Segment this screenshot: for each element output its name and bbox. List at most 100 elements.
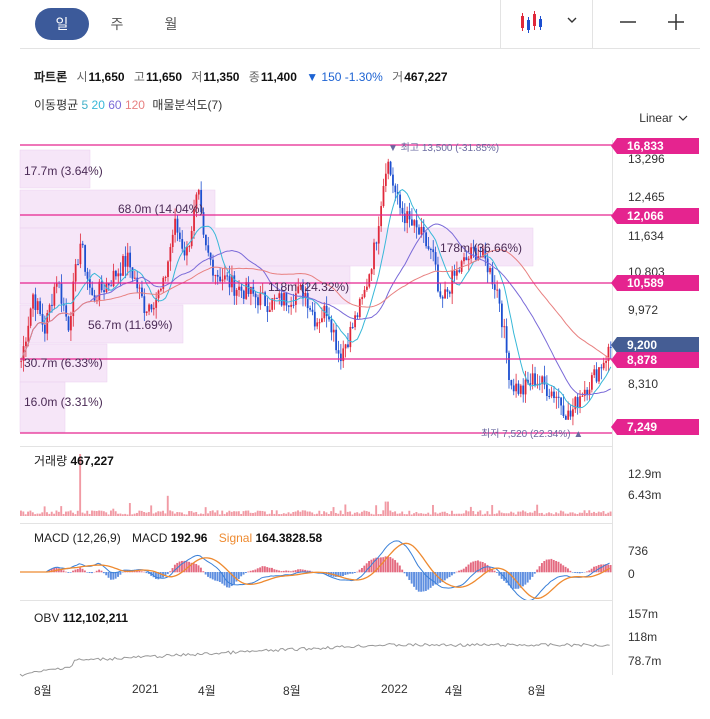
candle-body (600, 367, 603, 369)
candle-body (159, 288, 162, 291)
y-tick: 157m (628, 607, 659, 621)
macd-histogram-bar (384, 556, 387, 573)
macd-histogram-bar (237, 572, 240, 580)
y-tick: 12,465 (628, 190, 665, 204)
candle-body (27, 325, 30, 342)
tab-week[interactable]: 주 (110, 16, 124, 32)
candle-body (117, 273, 120, 277)
candle-body (463, 257, 465, 262)
macd-histogram-bar (107, 572, 110, 578)
volume-bar (100, 510, 103, 516)
macd-histogram-bar (540, 563, 543, 573)
volume-bar (462, 513, 465, 516)
candle-body (375, 242, 378, 244)
macd-histogram-bar (420, 572, 423, 592)
macd-histogram-bar (102, 572, 105, 574)
volume-legend-value: 467,227 (70, 454, 114, 468)
volume-bar (247, 510, 250, 516)
volume-bar (552, 514, 555, 516)
volume-bar (531, 512, 534, 516)
tab-day[interactable]: 일 (35, 8, 89, 40)
candle-body (534, 373, 536, 386)
candle-body (164, 276, 167, 278)
volume-bar (252, 512, 254, 516)
period-bar: 일 주 월 (0, 0, 710, 50)
candle-body (583, 389, 586, 396)
macd-histogram-bar (432, 572, 434, 586)
volume-bar (266, 514, 269, 516)
candle-body (413, 220, 416, 226)
macd-histogram-bar (372, 558, 375, 573)
macd-histogram-bar (119, 572, 122, 575)
macd-histogram-bar (465, 566, 468, 573)
candle-body (204, 234, 207, 246)
tab-month[interactable]: 월 (164, 16, 178, 32)
candle-body (467, 258, 470, 261)
volume-bar (147, 512, 150, 516)
volume-bar (576, 513, 579, 516)
low-value: 11,350 (203, 70, 240, 84)
candle-body (167, 261, 169, 277)
macd-histogram-bar (522, 572, 524, 587)
volume-bar (365, 511, 368, 516)
macd-histogram-bar (375, 557, 378, 573)
macd-histogram-bar (493, 570, 496, 573)
zoom-out-button[interactable] (606, 0, 650, 48)
candle-body (344, 344, 347, 349)
candle-body (425, 232, 428, 247)
volume-bar (81, 512, 84, 516)
volume-bar (559, 510, 562, 516)
macd-histogram-bar (183, 560, 186, 573)
candle-body (420, 226, 423, 235)
candle-body (503, 326, 506, 328)
volume-bar (545, 513, 548, 516)
macd-line (20, 540, 610, 601)
candle-body (294, 293, 297, 305)
macd-histogram-bar (360, 567, 363, 573)
macd-histogram-bar (477, 560, 479, 573)
macd-histogram-bar (562, 565, 565, 573)
x-tick: 4월 (198, 684, 216, 698)
volume-bar (72, 512, 74, 516)
volume-bar (493, 513, 496, 516)
divider (20, 600, 612, 601)
chart-type-button[interactable] (500, 0, 592, 48)
candle-body (20, 360, 23, 362)
macd-histogram-bar (571, 572, 574, 573)
zoom-in-button[interactable] (654, 0, 698, 48)
candle-body (254, 293, 257, 298)
volume-bar (261, 510, 264, 516)
macd-histogram-bar (609, 565, 612, 573)
volume-bar (564, 513, 567, 516)
macd-histogram-bar (190, 562, 193, 573)
volume-legend: 거래량 467,227 (34, 452, 114, 469)
volume-bar (555, 512, 558, 516)
macd-histogram-bar (95, 570, 98, 573)
candle-body (195, 194, 198, 209)
volume-bar (41, 512, 44, 516)
macd-histogram-bar (278, 570, 281, 573)
volume-bar (581, 512, 584, 516)
volume-bar (91, 510, 93, 516)
candle-body (602, 362, 605, 369)
volume-bar (368, 511, 370, 516)
candle-body (455, 270, 458, 276)
volume-title: 거래량 (34, 454, 68, 468)
volume-bar (517, 511, 520, 516)
candle-body (178, 232, 181, 240)
macd-histogram-bar (370, 559, 373, 573)
macd-histogram-bar (382, 557, 385, 573)
macd-histogram-bar (415, 572, 418, 590)
candle-body (174, 218, 177, 235)
candle-body (112, 270, 115, 287)
candle-body (444, 289, 446, 299)
candle-body (238, 286, 240, 290)
macd-histogram-bar (306, 570, 309, 573)
macd-histogram-bar (282, 570, 285, 573)
candle-body (297, 286, 300, 294)
volume-bar (387, 501, 389, 516)
macd-histogram-bar (446, 572, 449, 579)
moving-average-line (20, 249, 612, 361)
scale-selector[interactable]: Linear (639, 111, 688, 125)
